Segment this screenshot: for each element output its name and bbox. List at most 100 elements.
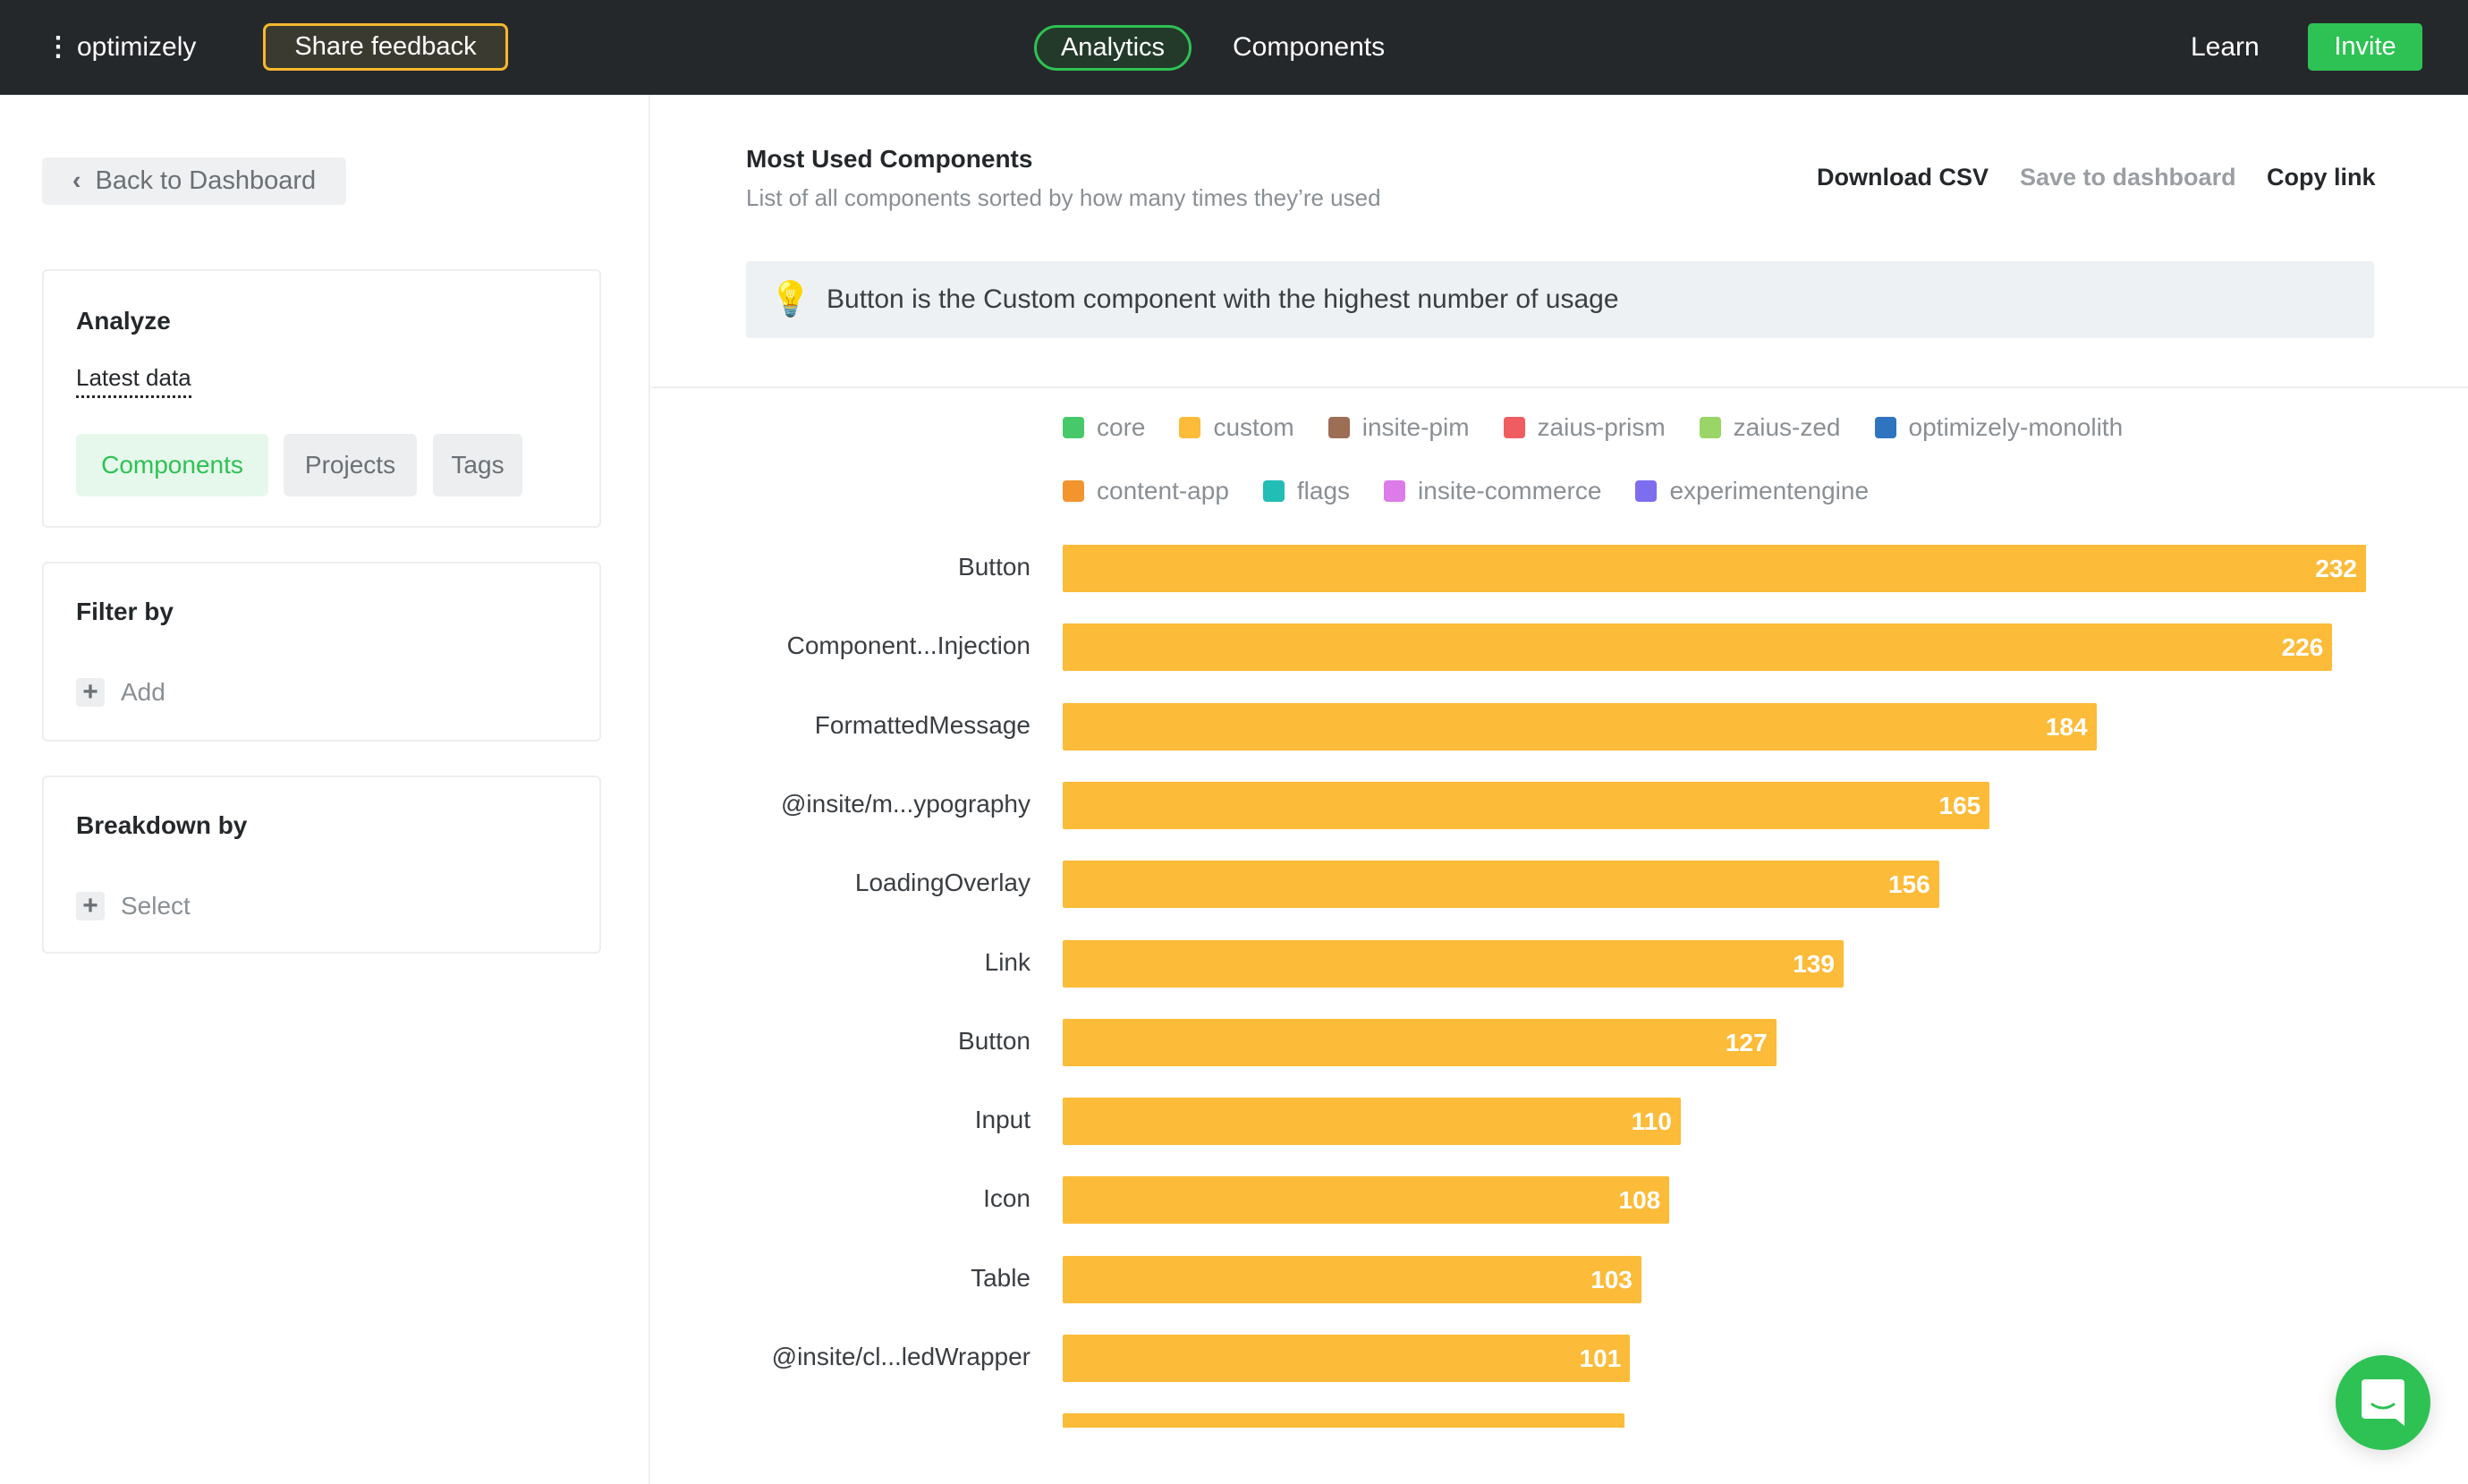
bar[interactable]: 101 (1063, 1335, 1631, 1382)
bar-value: 110 (1631, 1107, 1672, 1136)
select-label: Select (121, 892, 191, 920)
bar[interactable]: 156 (1063, 861, 1939, 909)
top-nav: ⋮ optimizely Share feedback Analytics Co… (0, 0, 2468, 95)
tab-components[interactable]: Components (76, 434, 268, 496)
add-filter-button[interactable]: + Add (76, 677, 165, 707)
select-breakdown-button[interactable]: + Select (76, 891, 191, 920)
chat-bubble-icon (2362, 1379, 2404, 1426)
bar-value: 226 (2281, 633, 2324, 662)
insight-text: Button is the Custom component with the … (827, 284, 1619, 314)
legend-item-insite-commerce[interactable]: insite-commerce (1384, 477, 1601, 505)
bar[interactable]: 184 (1063, 702, 2097, 750)
legend-label: experimentengine (1669, 477, 1870, 505)
legend-item-experimentengine[interactable]: experimentengine (1635, 477, 1869, 505)
back-label: Back to Dashboard (95, 166, 317, 195)
tab-projects[interactable]: Projects (284, 434, 417, 496)
legend-swatch (1635, 480, 1658, 502)
legend-swatch (1262, 480, 1285, 502)
save-to-dashboard-button[interactable]: Save to dashboard (2020, 164, 2236, 191)
legend-item-content-app[interactable]: content-app (1063, 477, 1229, 505)
chat-button[interactable] (2336, 1355, 2430, 1450)
bar-value: 127 (1725, 1028, 1768, 1056)
legend-swatch (1874, 417, 1896, 438)
plus-icon: + (76, 891, 105, 920)
legend-label: optimizely-monolith (1908, 413, 2124, 441)
dataset-select[interactable]: Latest data (76, 364, 191, 398)
plus-icon: + (76, 677, 105, 707)
insight-banner: 💡 Button is the Custom component with th… (746, 261, 2374, 338)
bar-label: Button (958, 553, 1030, 581)
legend-label: core (1097, 413, 1146, 441)
bar-label: FormattedMessage (814, 710, 1030, 739)
bar-label: Input (974, 1106, 1030, 1134)
legend-swatch (1699, 417, 1721, 438)
download-csv-button[interactable]: Download CSV (1817, 164, 1989, 191)
bar-value: 156 (1887, 870, 1930, 899)
bar[interactable] (1063, 1413, 1625, 1428)
bar[interactable]: 127 (1063, 1018, 1777, 1066)
analyze-title: Analyze (76, 307, 171, 335)
tab-tags[interactable]: Tags (433, 434, 522, 496)
bar[interactable]: 232 (1063, 545, 2366, 592)
bar-label: Icon (983, 1184, 1030, 1213)
chart-legend-row-2: content-app flags insite-commerce experimen… (1063, 477, 1869, 505)
legend-label: zaius-prism (1537, 413, 1666, 441)
sidebar: ‹ Back to Dashboard Analyze Latest data C… (0, 95, 650, 1484)
share-feedback-button[interactable]: Share feedback (263, 23, 508, 71)
legend-item-optimizely-monolith[interactable]: optimizely-monolith (1874, 413, 2124, 442)
legend-item-custom[interactable]: custom (1179, 413, 1294, 442)
bar-value: 139 (1793, 949, 1835, 978)
chevron-left-icon: ‹ (72, 166, 81, 195)
bar[interactable]: 165 (1063, 781, 1990, 829)
legend-item-insite-pim[interactable]: insite-pim (1327, 413, 1470, 442)
bar-label: Table (971, 1263, 1030, 1292)
bar[interactable]: 226 (1063, 623, 2333, 672)
page-title: Most Used Components (746, 145, 1033, 173)
brand[interactable]: optimizely (77, 32, 197, 62)
legend-item-core[interactable]: core (1063, 413, 1145, 442)
bar-value: 108 (1618, 1186, 1661, 1215)
legend-swatch (1063, 480, 1084, 502)
divider (652, 386, 2468, 388)
tab-components[interactable]: Components (1233, 32, 1386, 62)
legend-swatch (1384, 480, 1406, 502)
vertical-dots-icon[interactable]: ⋮ (45, 32, 72, 62)
breakdown-title: Breakdown by (76, 811, 248, 839)
bar[interactable]: 139 (1063, 939, 1844, 988)
bar-label: Link (984, 947, 1030, 976)
legend-item-zaius-zed[interactable]: zaius-zed (1699, 413, 1841, 442)
bar-label: @insite/m...ypography (781, 789, 1030, 818)
filter-card: Filter by + Add (42, 562, 601, 742)
bar-value: 184 (2045, 712, 2088, 741)
copy-link-button[interactable]: Copy link (2267, 164, 2376, 191)
bar-label: LoadingOverlay (854, 869, 1030, 897)
legend-label: content-app (1097, 477, 1229, 505)
breakdown-card: Breakdown by + Select (42, 776, 601, 954)
legend-swatch (1503, 417, 1525, 438)
legend-item-flags[interactable]: flags (1262, 477, 1351, 505)
bar[interactable]: 108 (1063, 1176, 1670, 1225)
tab-analytics[interactable]: Analytics (1034, 25, 1192, 71)
legend-label: zaius-zed (1733, 413, 1841, 441)
add-label: Add (121, 678, 165, 706)
legend-swatch (1327, 417, 1350, 438)
page-subtitle: List of all components sorted by how man… (746, 184, 1381, 211)
lightbulb-icon: 💡 (769, 281, 812, 318)
bar-label: @insite/cl...ledWrapper (771, 1343, 1030, 1370)
bar-label: Button (958, 1026, 1030, 1055)
legend-item-zaius-prism[interactable]: zaius-prism (1503, 413, 1666, 442)
chart-legend: core custom insite-pim zaius-prism zaius-zed… (1063, 413, 2123, 442)
bar-value: 232 (2315, 555, 2357, 582)
learn-link[interactable]: Learn (2191, 32, 2260, 62)
bar[interactable]: 103 (1063, 1255, 1641, 1303)
bar-value: 101 (1579, 1344, 1622, 1372)
legend-swatch (1179, 417, 1201, 438)
bar-label: Component...Injection (786, 632, 1030, 660)
invite-button[interactable]: Invite (2308, 23, 2422, 71)
legend-swatch (1063, 417, 1084, 438)
back-to-dashboard-button[interactable]: ‹ Back to Dashboard (42, 157, 346, 205)
legend-label: flags (1296, 477, 1351, 505)
bar[interactable]: 110 (1063, 1098, 1681, 1146)
bar-value: 103 (1590, 1265, 1633, 1293)
legend-label: insite-pim (1361, 413, 1470, 441)
